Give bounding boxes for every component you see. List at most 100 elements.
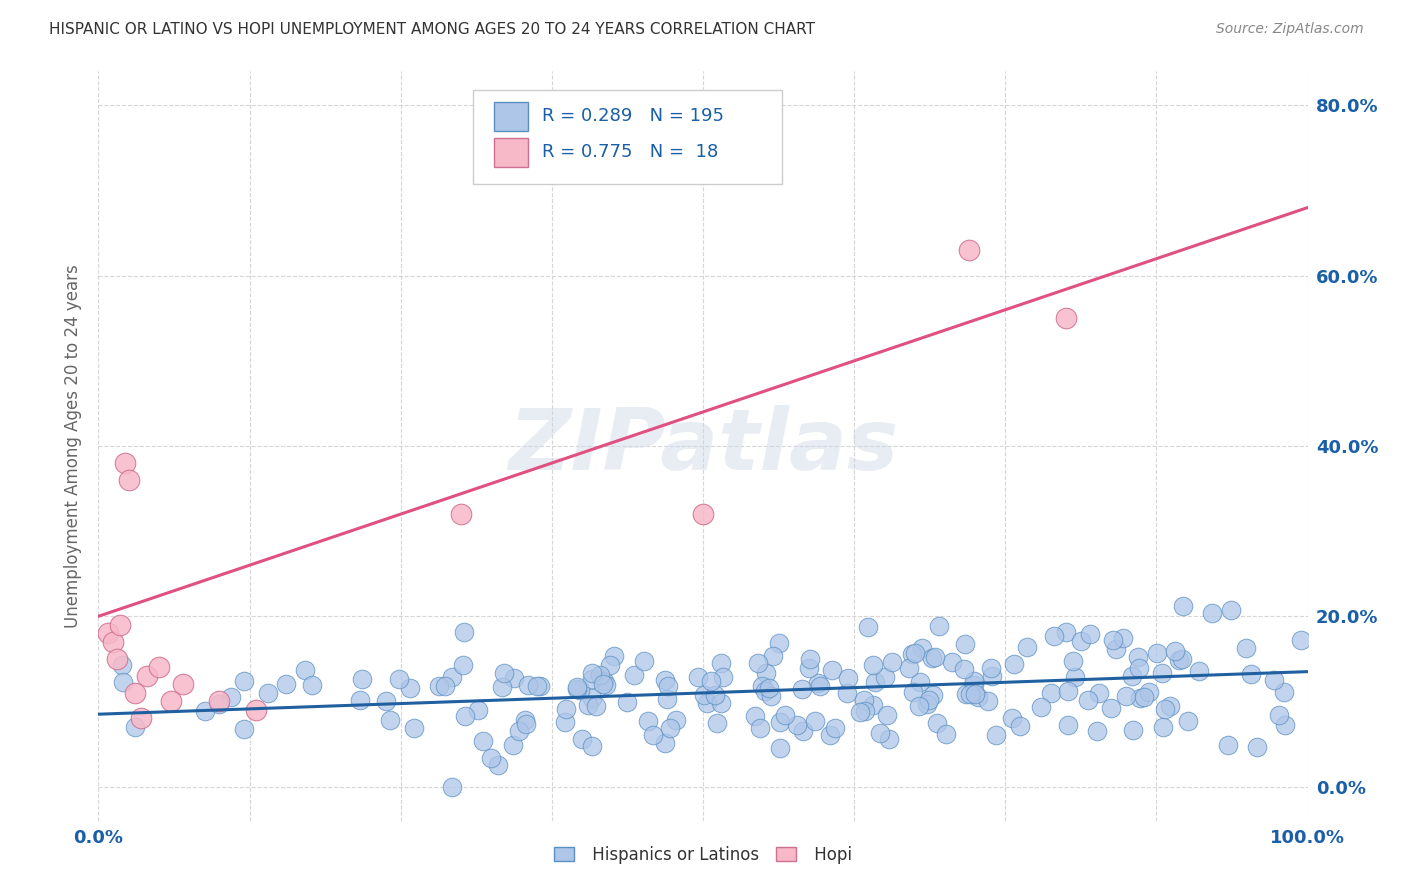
Point	[245, 703, 267, 717]
Point	[900, 648, 922, 662]
Point	[897, 661, 920, 675]
Point	[966, 690, 988, 705]
Point	[1099, 701, 1122, 715]
Point	[655, 692, 678, 706]
Point	[592, 677, 614, 691]
Point	[1246, 740, 1268, 755]
Point	[503, 671, 526, 685]
Point	[953, 662, 976, 676]
Text: R = 0.775   N =  18: R = 0.775 N = 18	[543, 144, 718, 161]
Point	[172, 677, 194, 691]
Point	[108, 617, 131, 632]
Point	[853, 704, 876, 718]
Point	[1122, 723, 1144, 738]
Point	[875, 670, 897, 684]
Point	[515, 713, 537, 727]
Point	[1289, 633, 1312, 648]
Point	[602, 649, 624, 664]
Point	[1054, 311, 1077, 326]
Point	[869, 726, 891, 740]
Point	[433, 679, 456, 693]
Point	[1126, 650, 1149, 665]
Point	[755, 666, 778, 681]
Point	[118, 473, 141, 487]
Point	[595, 678, 617, 692]
Point	[693, 688, 716, 702]
Point	[1272, 685, 1295, 699]
Point	[1070, 634, 1092, 648]
Text: Source: ZipAtlas.com: Source: ZipAtlas.com	[1216, 22, 1364, 37]
Point	[637, 714, 659, 728]
Point	[901, 685, 924, 699]
Point	[957, 243, 980, 257]
Point	[1152, 720, 1174, 734]
Point	[208, 694, 231, 708]
Point	[790, 681, 813, 696]
Point	[955, 687, 977, 701]
Point	[922, 688, 945, 702]
Point	[427, 679, 450, 693]
Text: HISPANIC OR LATINO VS HOPI UNEMPLOYMENT AMONG AGES 20 TO 24 YEARS CORRELATION CH: HISPANIC OR LATINO VS HOPI UNEMPLOYMENT …	[49, 22, 815, 37]
FancyBboxPatch shape	[494, 138, 527, 167]
Point	[710, 656, 733, 670]
Point	[576, 698, 599, 712]
Point	[388, 673, 411, 687]
Point	[1077, 693, 1099, 707]
Point	[486, 757, 509, 772]
Point	[256, 686, 278, 700]
Point	[219, 690, 242, 704]
Point	[349, 693, 371, 707]
Point	[208, 697, 231, 711]
Point	[581, 739, 603, 753]
Point	[1129, 690, 1152, 705]
Point	[440, 780, 463, 794]
Point	[1137, 685, 1160, 699]
Point	[981, 668, 1004, 682]
Point	[233, 722, 256, 736]
Point	[769, 714, 792, 729]
Point	[451, 658, 474, 673]
Point	[232, 674, 254, 689]
Point	[768, 636, 790, 650]
Point	[1150, 665, 1173, 680]
Point	[754, 684, 776, 698]
Point	[1167, 653, 1189, 667]
Point	[976, 694, 998, 708]
Point	[820, 663, 842, 677]
Point	[706, 716, 728, 731]
Point	[769, 740, 792, 755]
Point	[1078, 626, 1101, 640]
Point	[148, 660, 170, 674]
Point	[567, 681, 589, 696]
Point	[941, 655, 963, 669]
Point	[294, 664, 316, 678]
Point	[623, 668, 645, 682]
Point	[852, 692, 875, 706]
Point	[925, 716, 948, 731]
Point	[1062, 654, 1084, 668]
Point	[759, 689, 782, 703]
Point	[616, 695, 638, 709]
Point	[526, 679, 548, 693]
Point	[467, 703, 489, 717]
Point	[1220, 603, 1243, 617]
Point	[835, 685, 858, 699]
Point	[1001, 711, 1024, 725]
Point	[984, 728, 1007, 742]
Point	[692, 507, 714, 521]
Point	[808, 679, 831, 693]
Point	[352, 672, 374, 686]
Point	[301, 678, 323, 692]
Point	[1057, 684, 1080, 698]
Point	[921, 651, 943, 665]
Point	[748, 722, 770, 736]
FancyBboxPatch shape	[494, 102, 527, 130]
Point	[657, 679, 679, 693]
Point	[491, 680, 513, 694]
Point	[935, 727, 957, 741]
Point	[908, 699, 931, 714]
Point	[554, 702, 576, 716]
Point	[775, 708, 797, 723]
Point	[554, 714, 576, 729]
Point	[807, 676, 830, 690]
